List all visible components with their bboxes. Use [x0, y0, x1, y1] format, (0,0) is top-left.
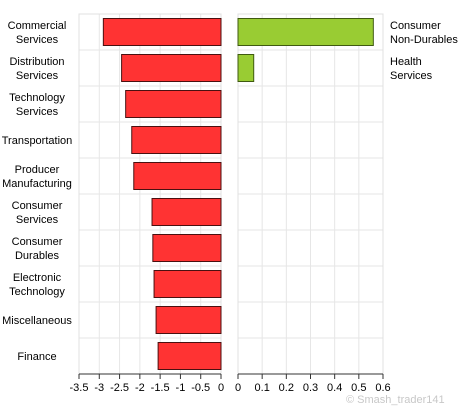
x-tick-label: 0.1 [255, 382, 270, 394]
category-label-miscellaneous: Miscellaneous [2, 315, 72, 327]
x-tick-label: -1 [176, 382, 186, 394]
bar-miscellaneous [155, 306, 222, 334]
positive-sectors-panel: Consumer Non-Durables Health Services 0 0.1 0.… [235, 13, 458, 394]
bar-consumer-services [151, 198, 222, 226]
bar-distribution-services [121, 54, 222, 82]
category-label-consumer-non-durables: Consumer Non-Durables [390, 20, 458, 46]
bar-technology-services [125, 90, 222, 118]
bar-health-services [237, 54, 255, 82]
bar-transportation [131, 126, 222, 154]
x-tick-label: -3.5 [70, 382, 89, 394]
x-tick-label: 0.3 [303, 382, 318, 394]
category-label-consumer-services: Consumer Services [12, 200, 63, 226]
x-tick-label: 0 [235, 382, 241, 394]
bar-producer-manufacturing [133, 162, 222, 190]
x-tick-label: -2 [135, 382, 145, 394]
x-tick-label: -3 [94, 382, 104, 394]
x-tick-label: 0.6 [375, 382, 390, 394]
x-tick-label: 0.2 [279, 382, 294, 394]
category-label-distribution-services: Distribution Services [9, 56, 64, 82]
x-tick-label: -2.5 [110, 382, 129, 394]
bar-finance [157, 342, 222, 370]
category-label-finance: Finance [17, 351, 56, 363]
bar-consumer-non-durables [237, 18, 374, 46]
category-label-electronic-technology: Electronic Technology [9, 272, 65, 298]
category-label-technology-services: Technology Services [9, 92, 65, 118]
watermark-text: © Smash_trader141 [346, 394, 445, 406]
x-tick-label: 0 [218, 382, 224, 394]
negative-sectors-panel: Commercial Services Distribution Services Te… [2, 13, 224, 394]
category-label-transportation: Transportation [2, 135, 73, 147]
x-tick-label: -1.5 [151, 382, 170, 394]
category-label-health-services: Health Services [390, 56, 433, 82]
x-tick-label: 0.5 [351, 382, 366, 394]
bar-consumer-durables [152, 234, 222, 262]
bar-commercial-services [102, 18, 222, 46]
x-tick-label: 0.4 [327, 382, 342, 394]
bar-electronic-technology [153, 270, 222, 298]
category-label-consumer-durables: Consumer Durables [12, 236, 63, 262]
x-tick-label: -0.5 [191, 382, 210, 394]
category-label-commercial-services: Commercial Services [8, 20, 67, 46]
category-label-producer-manufacturing: Producer Manufacturing [2, 164, 72, 190]
